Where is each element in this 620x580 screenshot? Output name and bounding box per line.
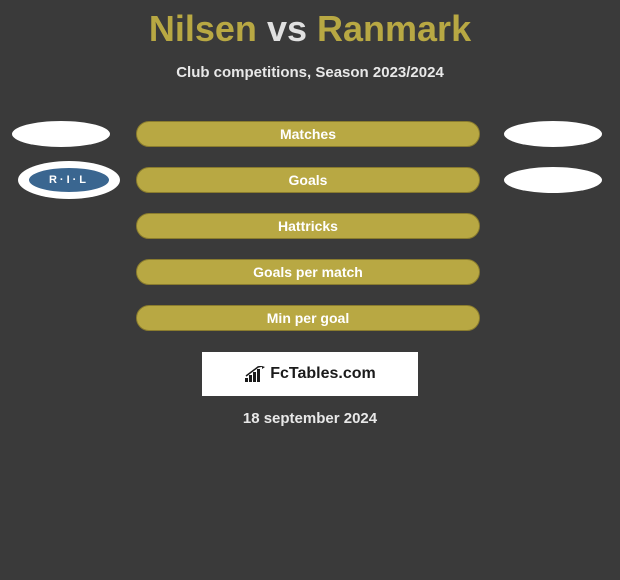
badge-inner: R·I·L	[27, 166, 111, 194]
branding-box[interactable]: FcTables.com	[202, 352, 418, 396]
stat-row-goals: R·I·L Goals	[0, 167, 620, 201]
stat-row-hattricks: Hattricks	[0, 213, 620, 247]
badge-outer: R·I·L	[18, 161, 120, 199]
stat-bar-hattricks: Hattricks	[136, 213, 480, 239]
club-badge-ril: R·I·L	[18, 161, 120, 199]
branding-content: FcTables.com	[244, 365, 376, 383]
stat-row-gpm: Goals per match	[0, 259, 620, 293]
stat-row-mpg: Min per goal	[0, 305, 620, 339]
subtitle: Club competitions, Season 2023/2024	[0, 64, 620, 81]
chart-icon	[244, 366, 266, 382]
stat-row-matches: Matches	[0, 121, 620, 155]
oval-right-goals	[504, 167, 602, 193]
stat-label: Goals	[289, 172, 328, 188]
badge-text: R·I·L	[49, 174, 89, 186]
stat-bar-mpg: Min per goal	[136, 305, 480, 331]
oval-shape	[504, 121, 602, 147]
stat-label: Goals per match	[253, 264, 363, 280]
branding-text: FcTables.com	[270, 365, 376, 383]
stat-bar-gpm: Goals per match	[136, 259, 480, 285]
oval-left-matches	[12, 121, 110, 147]
stat-bar-matches: Matches	[136, 121, 480, 147]
player1-name: Nilsen	[149, 8, 257, 49]
vs-text: vs	[267, 8, 307, 49]
stat-bar-goals: Goals	[136, 167, 480, 193]
oval-shape	[12, 121, 110, 147]
date-text: 18 september 2024	[0, 410, 620, 427]
stat-label: Matches	[280, 126, 336, 142]
oval-shape	[504, 167, 602, 193]
stats-container: Matches R·I·L Goals Hattricks Goals per …	[0, 121, 620, 339]
stat-label: Min per goal	[267, 310, 349, 326]
player2-name: Ranmark	[317, 8, 471, 49]
oval-right-matches	[504, 121, 602, 147]
comparison-title: Nilsen vs Ranmark	[0, 0, 620, 50]
stat-label: Hattricks	[278, 218, 338, 234]
